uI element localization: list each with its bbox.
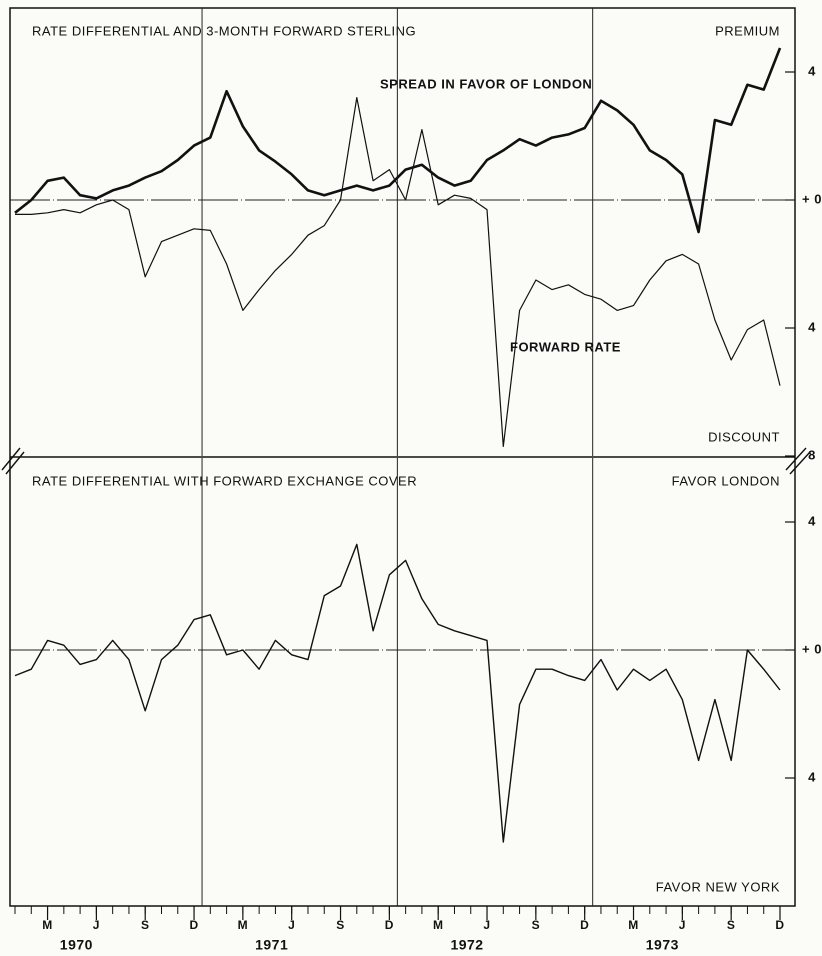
series-line bbox=[14, 47, 782, 234]
x-tick-label: J bbox=[679, 918, 686, 932]
x-tick-label: J bbox=[93, 918, 100, 932]
year-label: 1970 bbox=[60, 937, 93, 953]
y-tick-label: 4 bbox=[808, 769, 816, 784]
x-tick-label: M bbox=[628, 918, 639, 932]
y-tick-label: + 0 bbox=[802, 191, 822, 206]
x-tick-label: M bbox=[42, 918, 53, 932]
annotation: FAVOR NEW YORK bbox=[656, 879, 780, 894]
x-tick-label: D bbox=[189, 918, 198, 932]
series-line bbox=[14, 543, 781, 843]
series-line bbox=[15, 97, 781, 447]
y-tick-label: + 0 bbox=[802, 641, 822, 656]
panel-title: RATE DIFFERENTIAL WITH FORWARD EXCHANGE … bbox=[32, 473, 417, 488]
year-label: 1973 bbox=[646, 937, 679, 953]
x-tick-label: J bbox=[288, 918, 295, 932]
y-tick-label: 4 bbox=[808, 319, 816, 334]
series-label: FORWARD RATE bbox=[510, 339, 621, 354]
series-label: SPREAD IN FAVOR OF LONDON bbox=[380, 76, 592, 91]
x-tick-label: D bbox=[385, 918, 394, 932]
year-label: 1971 bbox=[255, 937, 288, 953]
x-tick-label: M bbox=[238, 918, 249, 932]
year-label: 1972 bbox=[450, 937, 483, 953]
x-tick-label: M bbox=[433, 918, 444, 932]
axis-break bbox=[1, 447, 811, 475]
y-tick-label: 8 bbox=[808, 447, 816, 462]
x-tick-label: S bbox=[727, 918, 736, 932]
x-tick-label: J bbox=[483, 918, 490, 932]
y-tick-label: 4 bbox=[808, 513, 816, 528]
x-tick-label: S bbox=[141, 918, 150, 932]
annotation: PREMIUM bbox=[715, 23, 780, 38]
x-tick-label: D bbox=[580, 918, 589, 932]
x-tick-label: S bbox=[532, 918, 541, 932]
x-tick-label: S bbox=[336, 918, 345, 932]
panel-title: RATE DIFFERENTIAL AND 3-MONTH FORWARD ST… bbox=[32, 23, 416, 38]
x-tick-label: D bbox=[775, 918, 784, 932]
y-tick-label: 4 bbox=[808, 63, 816, 78]
annotation: FAVOR LONDON bbox=[672, 473, 780, 488]
annotation: DISCOUNT bbox=[708, 429, 780, 444]
